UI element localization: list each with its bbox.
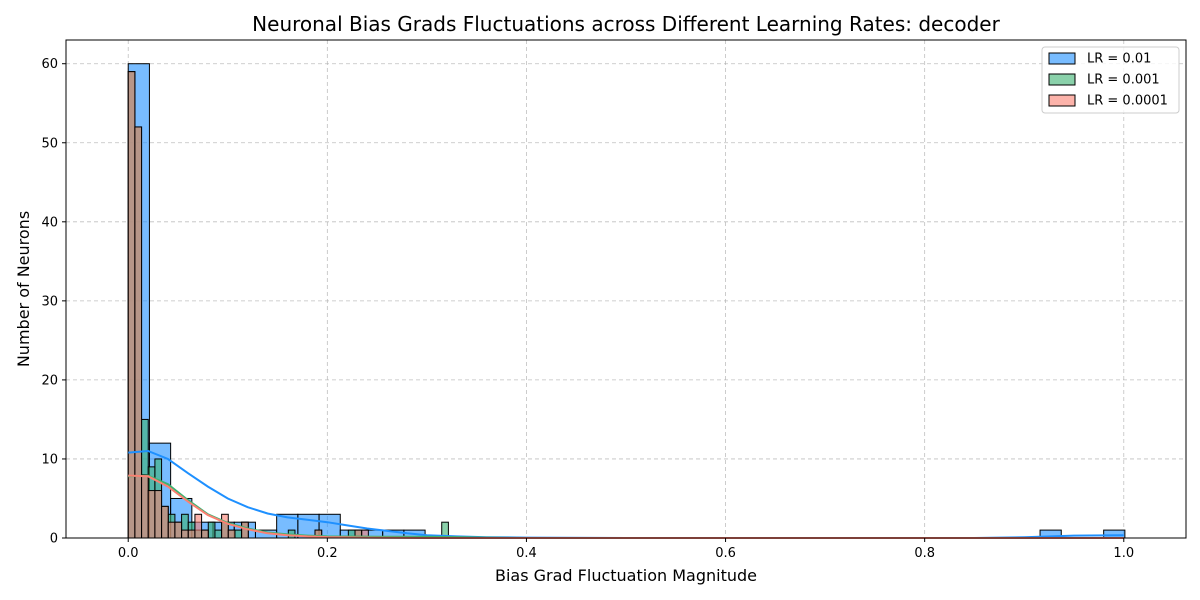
- x-tick-label: 1.0: [1113, 546, 1134, 561]
- x-tick-label: 0.8: [914, 546, 935, 561]
- legend: LR = 0.01 LR = 0.001 LR = 0.0001: [1041, 46, 1180, 114]
- histogram-bar: [234, 529, 243, 539]
- histogram-bar: [194, 513, 203, 539]
- histogram-bar: [154, 490, 163, 539]
- histogram-bar: [1103, 529, 1126, 539]
- x-tick-label: 0.2: [317, 546, 338, 561]
- legend-swatch: [1048, 52, 1076, 65]
- x-tick-label: 0.4: [516, 546, 537, 561]
- histogram-bar: [174, 521, 183, 539]
- y-tick-label: 20: [41, 373, 58, 388]
- histogram-bar: [181, 529, 189, 539]
- legend-swatch: [1048, 73, 1076, 86]
- y-tick-label: 0: [50, 532, 58, 547]
- x-tick-label: 0.6: [715, 546, 736, 561]
- legend-label: LR = 0.001: [1087, 73, 1160, 88]
- histogram-bar: [147, 490, 156, 539]
- histogram-bar: [167, 521, 176, 539]
- histogram-bar: [161, 505, 169, 539]
- x-tick-label: 0.0: [118, 546, 139, 561]
- y-tick-label: 30: [41, 294, 58, 309]
- x-axis-label: Bias Grad Fluctuation Magnitude: [495, 566, 757, 585]
- legend-box: [1041, 46, 1180, 114]
- histogram-bar: [201, 529, 209, 539]
- grid: [66, 40, 1186, 539]
- y-tick-label: 10: [41, 452, 58, 467]
- y-tick-label: 50: [41, 136, 58, 151]
- histogram-bar: [127, 71, 136, 539]
- histogram-bar: [141, 474, 149, 539]
- histogram-bar: [214, 529, 223, 539]
- histogram-bar: [207, 521, 216, 539]
- plot-frame: [65, 39, 1187, 539]
- histogram-bar: [227, 529, 236, 539]
- histogram-bar: [187, 529, 196, 539]
- histogram-bar: [221, 513, 229, 539]
- histogram-bars: [127, 63, 1126, 539]
- histogram-bar: [318, 513, 341, 539]
- y-tick-label: 60: [41, 57, 58, 72]
- legend-label: LR = 0.0001: [1087, 94, 1168, 109]
- y-axis-label: Number of Neurons: [14, 211, 33, 367]
- legend-swatch: [1048, 94, 1076, 107]
- legend-label: LR = 0.01: [1087, 52, 1151, 67]
- y-tick-label: 40: [41, 215, 58, 230]
- chart-title: Neuronal Bias Grads Fluctuations across …: [252, 12, 1000, 36]
- axis-ticks: 0.0 0.2 0.4 0.6 0.8 1.0 0 10 20 30 40 50 60: [41, 57, 1134, 561]
